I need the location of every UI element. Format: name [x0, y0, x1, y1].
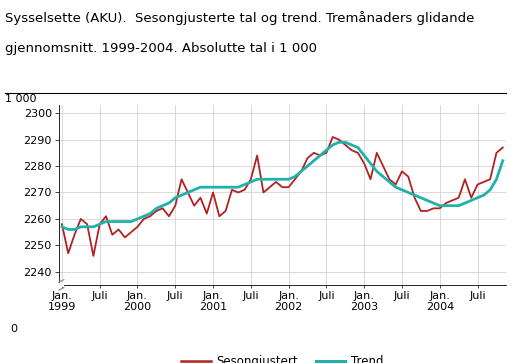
Text: gjennomsnitt. 1999-2004. Absolutte tal i 1 000: gjennomsnitt. 1999-2004. Absolutte tal i…: [5, 42, 317, 55]
Text: 1 000: 1 000: [5, 94, 37, 105]
Text: 0: 0: [10, 324, 17, 334]
Bar: [59, 283, 64, 287]
Text: Sysselsette (AKU).  Sesongjusterte tal og trend. Tremånaders glidande: Sysselsette (AKU). Sesongjusterte tal og…: [5, 11, 475, 25]
Legend: Sesongjustert, Trend: Sesongjustert, Trend: [176, 350, 388, 363]
